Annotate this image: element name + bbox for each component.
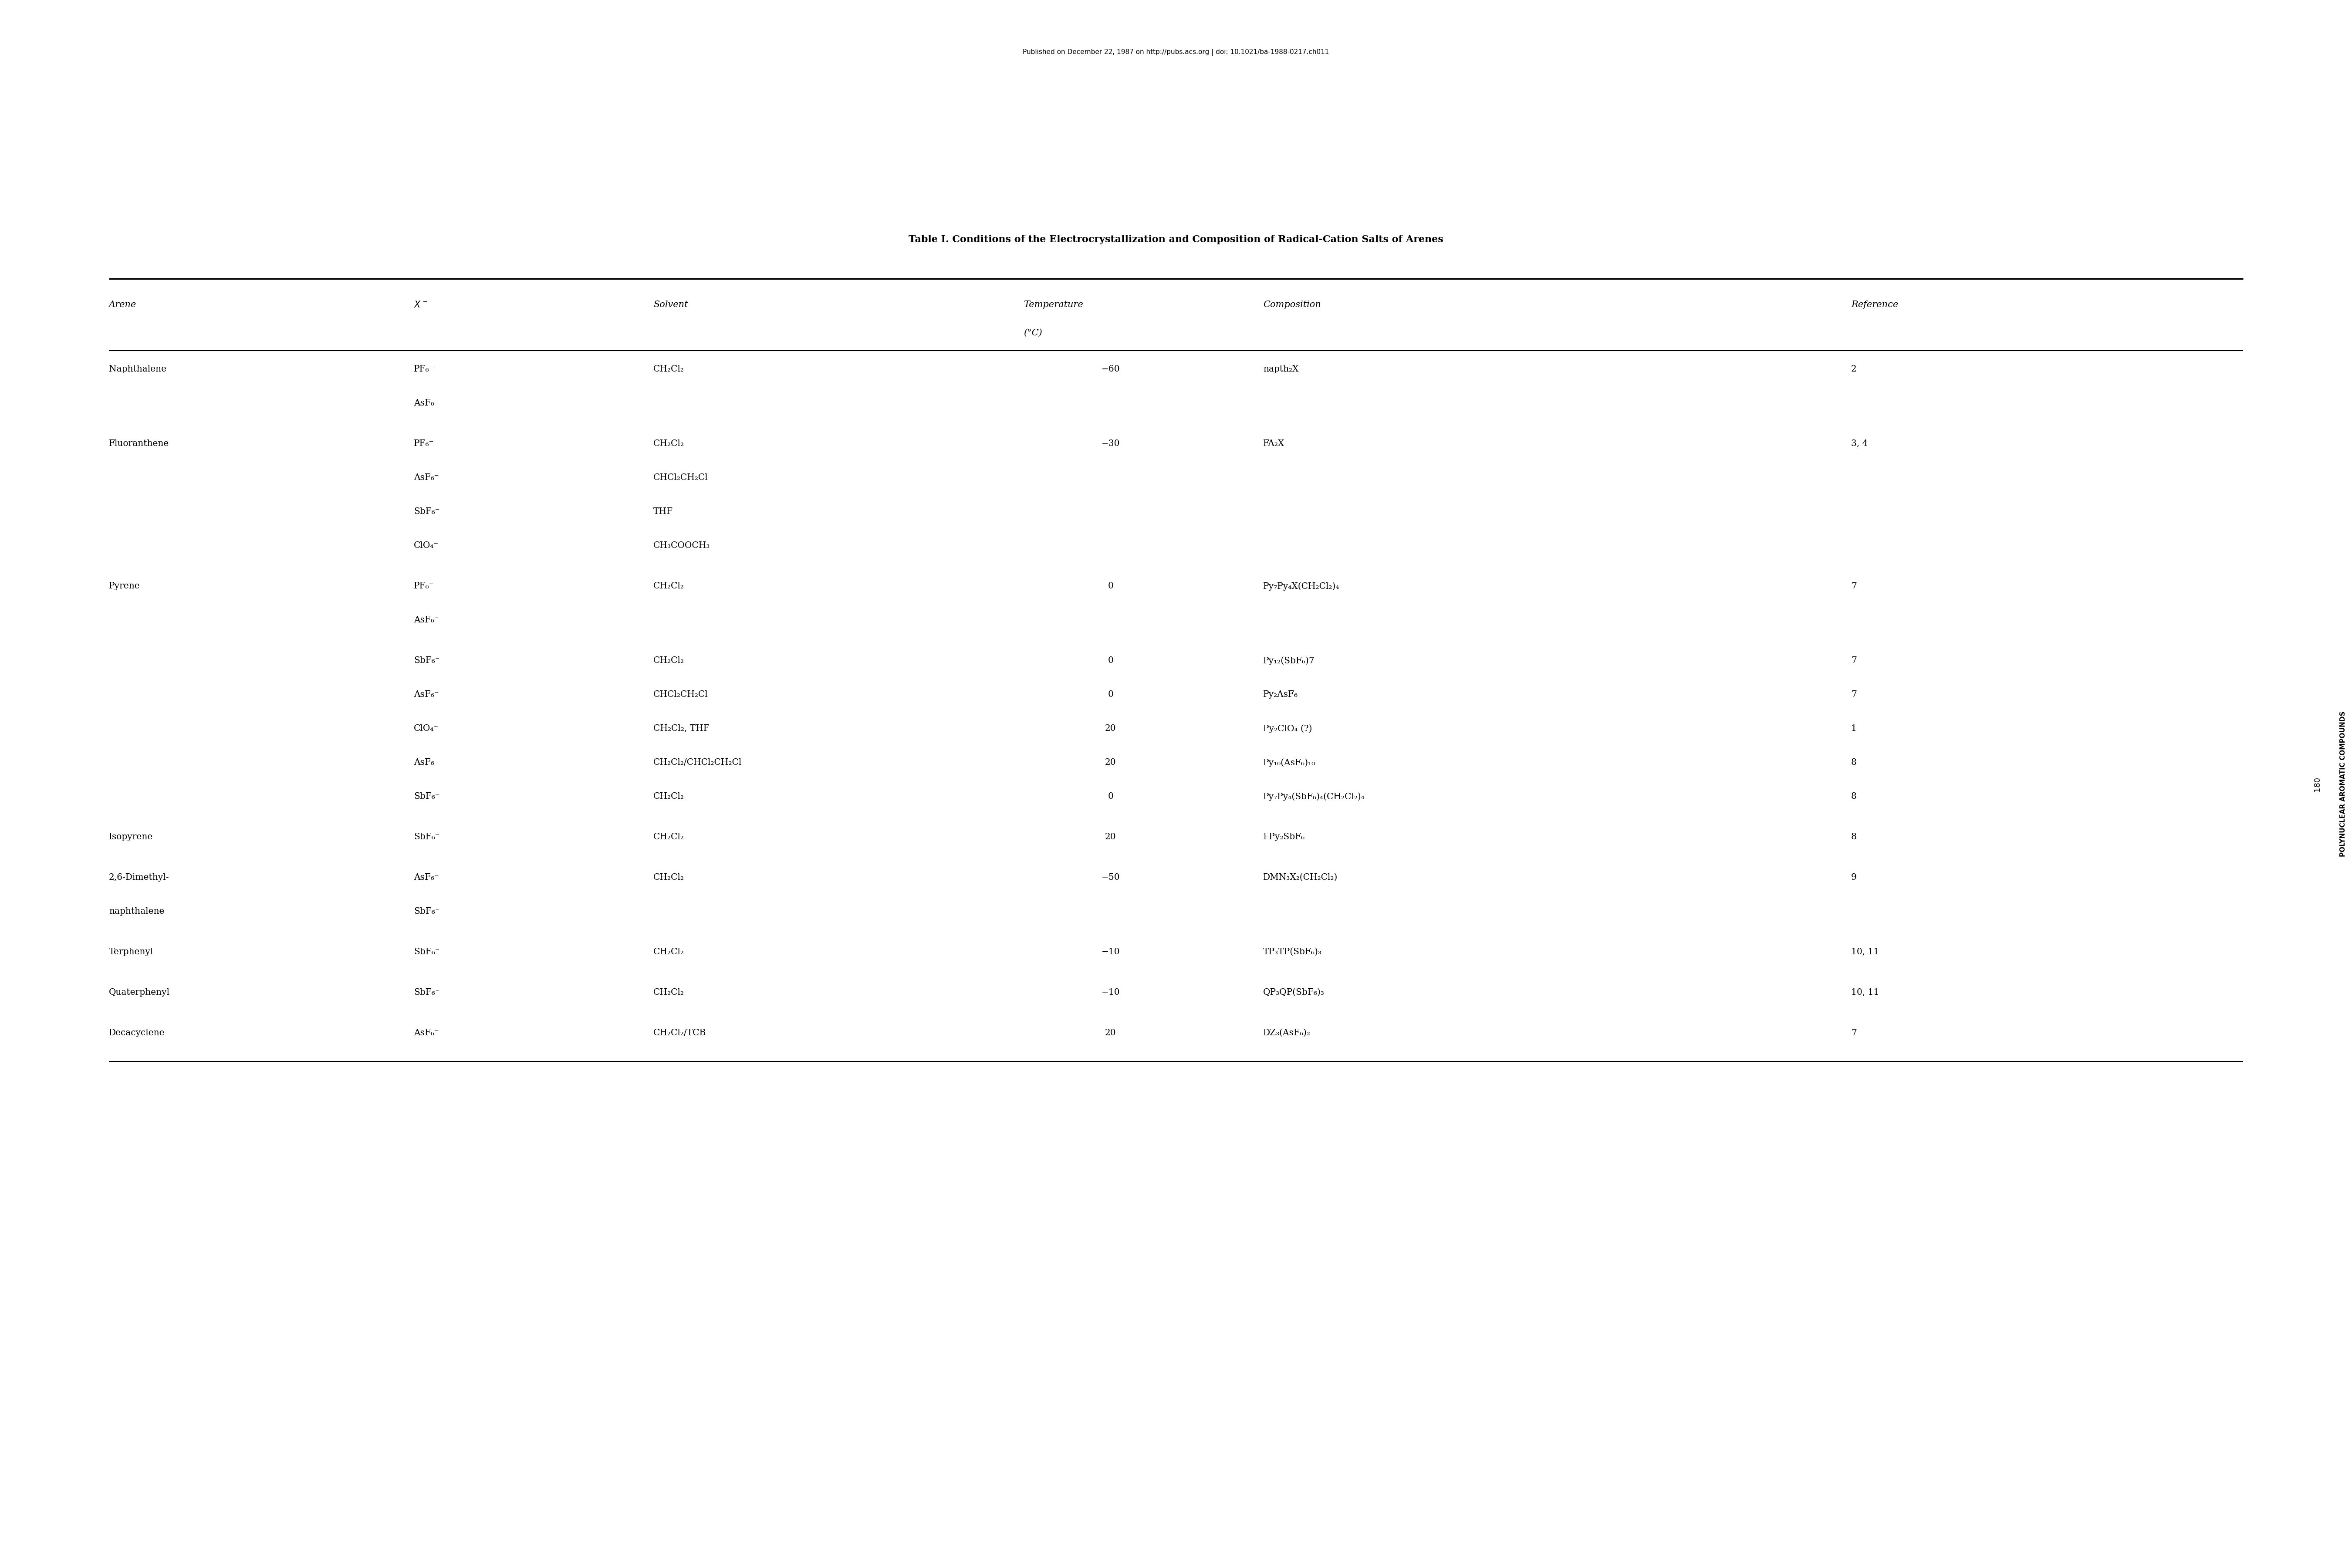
Text: 2: 2 <box>1851 365 1856 373</box>
Text: AsF₆⁻: AsF₆⁻ <box>414 474 440 481</box>
Text: 10, 11: 10, 11 <box>1851 947 1879 956</box>
Text: QP₃QP(SbF₆)₃: QP₃QP(SbF₆)₃ <box>1263 988 1324 997</box>
Text: Py₁₂(SbF₆)7: Py₁₂(SbF₆)7 <box>1263 657 1315 665</box>
Text: ClO₄⁻: ClO₄⁻ <box>414 724 440 732</box>
Text: napth₂X: napth₂X <box>1263 365 1298 373</box>
Text: CH₂Cl₂: CH₂Cl₂ <box>654 792 684 801</box>
Text: CH₃COOCH₃: CH₃COOCH₃ <box>654 541 710 550</box>
Text: Py₁₀(AsF₆)₁₀: Py₁₀(AsF₆)₁₀ <box>1263 759 1315 767</box>
Text: CH₂Cl₂: CH₂Cl₂ <box>654 365 684 373</box>
Text: −60: −60 <box>1101 365 1120 373</box>
Text: Py₂AsF₆: Py₂AsF₆ <box>1263 690 1298 699</box>
Text: CH₂Cl₂: CH₂Cl₂ <box>654 833 684 840</box>
Text: CH₂Cl₂: CH₂Cl₂ <box>654 988 684 997</box>
Text: $X^-$: $X^-$ <box>414 301 428 309</box>
Text: SbF₆⁻: SbF₆⁻ <box>414 508 440 516</box>
Text: 8: 8 <box>1851 792 1856 801</box>
Text: Fluoranthene: Fluoranthene <box>108 439 169 448</box>
Text: 0: 0 <box>1108 690 1112 699</box>
Text: Terphenyl: Terphenyl <box>108 947 153 956</box>
Text: 7: 7 <box>1851 1029 1856 1036</box>
Text: Table I. Conditions of the Electrocrystallization and Composition of Radical-Cat: Table I. Conditions of the Electrocrysta… <box>908 235 1444 245</box>
Text: AsF₆⁻: AsF₆⁻ <box>414 690 440 699</box>
Text: SbF₆⁻: SbF₆⁻ <box>414 792 440 801</box>
Text: −50: −50 <box>1101 873 1120 881</box>
Text: SbF₆⁻: SbF₆⁻ <box>414 833 440 840</box>
Text: 3, 4: 3, 4 <box>1851 439 1867 448</box>
Text: PF₆⁻: PF₆⁻ <box>414 439 435 448</box>
Text: Py₂ClO₄ (?): Py₂ClO₄ (?) <box>1263 724 1312 732</box>
Text: CH₂Cl₂: CH₂Cl₂ <box>654 582 684 590</box>
Text: PF₆⁻: PF₆⁻ <box>414 582 435 590</box>
Text: Composition: Composition <box>1263 301 1322 309</box>
Text: −10: −10 <box>1101 947 1120 956</box>
Text: 2,6-Dimethyl-: 2,6-Dimethyl- <box>108 873 169 881</box>
Text: CH₂Cl₂: CH₂Cl₂ <box>654 657 684 665</box>
Text: CH₂Cl₂: CH₂Cl₂ <box>654 439 684 448</box>
Text: SbF₆⁻: SbF₆⁻ <box>414 657 440 665</box>
Text: Temperature: Temperature <box>1023 301 1084 309</box>
Text: Quaterphenyl: Quaterphenyl <box>108 988 169 997</box>
Text: AsF₆: AsF₆ <box>414 759 435 767</box>
Text: SbF₆⁻: SbF₆⁻ <box>414 947 440 956</box>
Text: Reference: Reference <box>1851 301 1898 309</box>
Text: AsF₆⁻: AsF₆⁻ <box>414 1029 440 1036</box>
Text: 8: 8 <box>1851 759 1856 767</box>
Text: Published on December 22, 1987 on http://pubs.acs.org | doi: 10.1021/ba-1988-021: Published on December 22, 1987 on http:/… <box>1023 49 1329 56</box>
Text: THF: THF <box>654 508 673 516</box>
Text: Py₇Py₄X(CH₂Cl₂)₄: Py₇Py₄X(CH₂Cl₂)₄ <box>1263 582 1341 591</box>
Text: AsF₆⁻: AsF₆⁻ <box>414 873 440 881</box>
Text: 0: 0 <box>1108 657 1112 665</box>
Text: Solvent: Solvent <box>654 301 687 309</box>
Text: CH₂Cl₂, THF: CH₂Cl₂, THF <box>654 724 710 732</box>
Text: FA₂X: FA₂X <box>1263 439 1284 448</box>
Text: ClO₄⁻: ClO₄⁻ <box>414 541 440 550</box>
Text: POLYNUCLEAR AROMATIC COMPOUNDS: POLYNUCLEAR AROMATIC COMPOUNDS <box>2340 712 2347 856</box>
Text: −10: −10 <box>1101 988 1120 997</box>
Text: 1: 1 <box>1851 724 1856 732</box>
Text: CHCl₂CH₂Cl: CHCl₂CH₂Cl <box>654 690 708 699</box>
Text: DMN₃X₂(CH₂Cl₂): DMN₃X₂(CH₂Cl₂) <box>1263 873 1338 881</box>
Text: (°C): (°C) <box>1023 329 1042 337</box>
Text: AsF₆⁻: AsF₆⁻ <box>414 616 440 624</box>
Text: SbF₆⁻: SbF₆⁻ <box>414 988 440 997</box>
Text: CH₂Cl₂: CH₂Cl₂ <box>654 947 684 956</box>
Text: 20: 20 <box>1105 1029 1117 1036</box>
Text: 20: 20 <box>1105 759 1117 767</box>
Text: DZ₃(AsF₆)₂: DZ₃(AsF₆)₂ <box>1263 1029 1310 1036</box>
Text: naphthalene: naphthalene <box>108 908 165 916</box>
Text: CH₂Cl₂/TCB: CH₂Cl₂/TCB <box>654 1029 706 1036</box>
Text: PF₆⁻: PF₆⁻ <box>414 365 435 373</box>
Text: 20: 20 <box>1105 724 1117 732</box>
Text: 0: 0 <box>1108 582 1112 590</box>
Text: 9: 9 <box>1851 873 1856 881</box>
Text: Isopyrene: Isopyrene <box>108 833 153 840</box>
Text: −30: −30 <box>1101 439 1120 448</box>
Text: TP₃TP(SbF₆)₃: TP₃TP(SbF₆)₃ <box>1263 947 1322 956</box>
Text: Naphthalene: Naphthalene <box>108 365 167 373</box>
Text: AsF₆⁻: AsF₆⁻ <box>414 398 440 408</box>
Text: i-Py₂SbF₆: i-Py₂SbF₆ <box>1263 833 1305 840</box>
Text: 180: 180 <box>2314 776 2321 792</box>
Text: Decacyclene: Decacyclene <box>108 1029 165 1036</box>
Text: SbF₆⁻: SbF₆⁻ <box>414 908 440 916</box>
Text: 0: 0 <box>1108 792 1112 801</box>
Text: Arene: Arene <box>108 301 136 309</box>
Text: 8: 8 <box>1851 833 1856 840</box>
Text: Pyrene: Pyrene <box>108 582 141 590</box>
Text: 10, 11: 10, 11 <box>1851 988 1879 997</box>
Text: 7: 7 <box>1851 690 1856 699</box>
Text: CH₂Cl₂/CHCl₂CH₂Cl: CH₂Cl₂/CHCl₂CH₂Cl <box>654 759 741 767</box>
Text: 20: 20 <box>1105 833 1117 840</box>
Text: 7: 7 <box>1851 582 1856 590</box>
Text: Py₇Py₄(SbF₆)₄(CH₂Cl₂)₄: Py₇Py₄(SbF₆)₄(CH₂Cl₂)₄ <box>1263 792 1364 801</box>
Text: CH₂Cl₂: CH₂Cl₂ <box>654 873 684 881</box>
Text: CHCl₂CH₂Cl: CHCl₂CH₂Cl <box>654 474 708 481</box>
Text: 7: 7 <box>1851 657 1856 665</box>
